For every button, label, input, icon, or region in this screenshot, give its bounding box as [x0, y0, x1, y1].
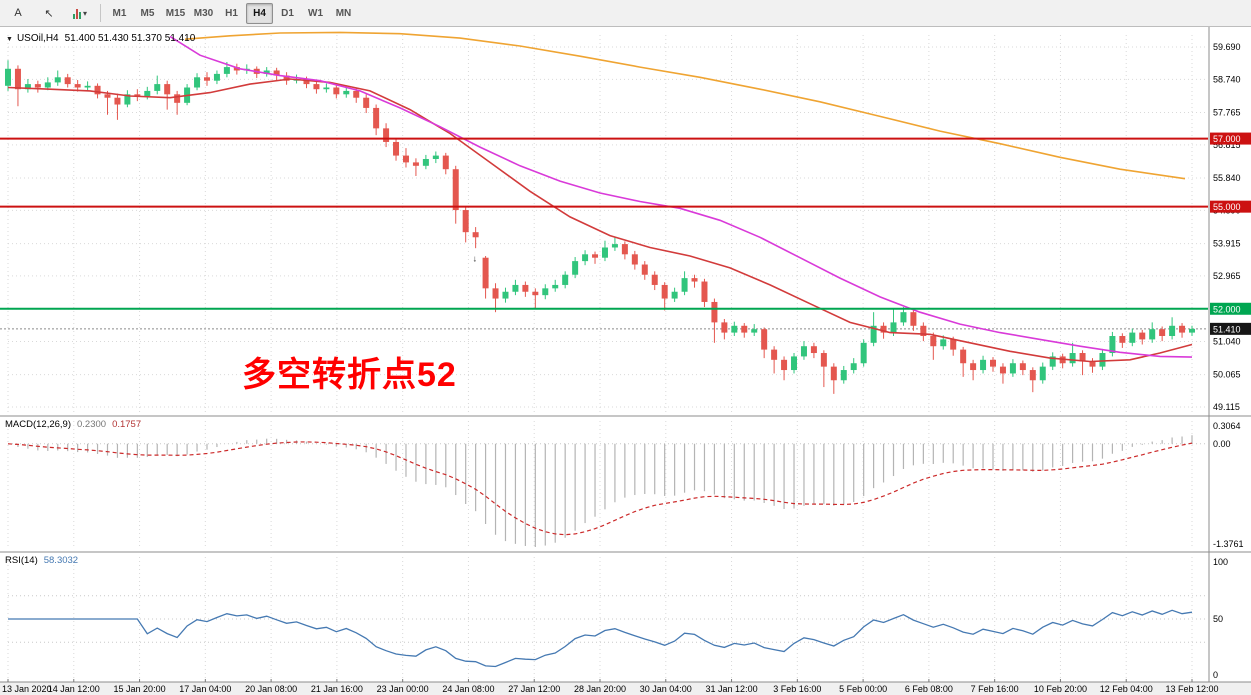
- svg-text:100: 100: [1213, 557, 1228, 567]
- macd-signal-line: [7, 441, 1193, 536]
- svg-text:23 Jan 00:00: 23 Jan 00:00: [377, 684, 429, 694]
- timeframe-button-m1[interactable]: M1: [106, 3, 133, 24]
- svg-text:51.040: 51.040: [1213, 336, 1241, 346]
- rsi-header: RSI(14) 58.3032: [5, 555, 78, 566]
- svg-text:52.000: 52.000: [1213, 304, 1241, 314]
- svg-text:51.410: 51.410: [1213, 324, 1241, 334]
- svg-text:55.840: 55.840: [1213, 173, 1241, 183]
- annotation-tool-button[interactable]: A: [3, 2, 33, 24]
- chevron-down-icon: ▾: [82, 8, 87, 18]
- toolbar-separator: [100, 4, 101, 22]
- svg-text:58.740: 58.740: [1213, 74, 1241, 84]
- symbol-header: ▼ USOil,H4 51.400 51.430 51.370 51.410: [6, 33, 195, 44]
- toolbar: A ↖ ▾ M1 M5 M15 M30 H1 H4 D1 W1 MN: [0, 0, 1251, 27]
- macd-label: MACD(12,26,9): [5, 419, 71, 430]
- svg-text:30 Jan 04:00: 30 Jan 04:00: [640, 684, 692, 694]
- svg-text:0.00: 0.00: [1213, 439, 1231, 449]
- svg-text:7 Feb 16:00: 7 Feb 16:00: [971, 684, 1019, 694]
- svg-text:0.3064: 0.3064: [1213, 421, 1241, 431]
- price-label-52.000: [1210, 302, 1251, 315]
- svg-text:14 Jan 12:00: 14 Jan 12:00: [48, 684, 100, 694]
- svg-text:3 Feb 16:00: 3 Feb 16:00: [773, 684, 821, 694]
- price-label-51.410: [1210, 322, 1251, 335]
- gridlines: [7, 35, 1208, 679]
- candles: [5, 60, 1195, 394]
- svg-text:17 Jan 04:00: 17 Jan 04:00: [179, 684, 231, 694]
- macd-header: MACD(12,26,9) 0.2300 0.1757: [5, 419, 141, 430]
- svg-text:55.000: 55.000: [1213, 202, 1241, 212]
- svg-text:-1.3761: -1.3761: [1213, 539, 1244, 549]
- timeframe-label: M5: [140, 7, 155, 19]
- annotation-tool-label: A: [14, 7, 22, 19]
- svg-text:59.690: 59.690: [1213, 42, 1241, 52]
- chart-region: ↓59.69058.74057.76556.81555.84054.89053.…: [0, 27, 1251, 695]
- timeframe-button-m15[interactable]: M15: [162, 3, 189, 24]
- timeframe-label: H1: [225, 7, 238, 19]
- timeframe-label: M1: [112, 7, 127, 19]
- svg-text:13 Jan 2020: 13 Jan 2020: [2, 684, 52, 694]
- rsi-value: 58.3032: [43, 555, 79, 566]
- down-arrow-marker: ↓: [473, 254, 478, 264]
- collapse-icon[interactable]: ▼: [6, 36, 13, 43]
- indicator-bars-icon: [72, 8, 81, 19]
- svg-text:50.065: 50.065: [1213, 370, 1241, 380]
- svg-text:6 Feb 08:00: 6 Feb 08:00: [905, 684, 953, 694]
- timeframe-label: MN: [335, 7, 352, 19]
- ma-slow-orange[interactable]: [184, 31, 1186, 180]
- svg-text:10 Feb 20:00: 10 Feb 20:00: [1034, 684, 1087, 694]
- svg-text:5 Feb 00:00: 5 Feb 00:00: [839, 684, 887, 694]
- svg-text:56.815: 56.815: [1213, 140, 1241, 150]
- svg-text:49.115: 49.115: [1213, 402, 1240, 412]
- timeframe-button-w1[interactable]: W1: [302, 3, 329, 24]
- chart-text-annotation[interactable]: 多空转折点52: [242, 356, 457, 394]
- timeframe-label: M15: [165, 7, 186, 19]
- chart-canvas[interactable]: ↓59.69058.74057.76556.81555.84054.89053.…: [0, 27, 1251, 695]
- svg-text:27 Jan 12:00: 27 Jan 12:00: [508, 684, 560, 694]
- cursor-tool-button[interactable]: ↖: [34, 2, 64, 24]
- svg-text:15 Jan 20:00: 15 Jan 20:00: [114, 684, 166, 694]
- svg-text:0: 0: [1213, 670, 1218, 680]
- svg-text:52.965: 52.965: [1213, 271, 1241, 281]
- macd-main-value: 0.2300: [77, 419, 107, 430]
- price-label-57.000: [1210, 132, 1251, 145]
- symbol-ohlc-values: 51.400 51.430 51.370 51.410: [64, 33, 196, 44]
- svg-text:50: 50: [1213, 614, 1223, 624]
- timeframe-button-d1[interactable]: D1: [274, 3, 301, 24]
- svg-text:21 Jan 16:00: 21 Jan 16:00: [311, 684, 363, 694]
- svg-text:31 Jan 12:00: 31 Jan 12:00: [706, 684, 758, 694]
- macd-signal-value: 0.1757: [112, 419, 142, 430]
- timeframe-button-m30[interactable]: M30: [190, 3, 217, 24]
- timeframe-button-mn[interactable]: MN: [330, 3, 357, 24]
- svg-text:53.915: 53.915: [1213, 239, 1241, 249]
- ma-medium-magenta[interactable]: [169, 35, 1193, 358]
- timeframe-button-h4[interactable]: H4: [246, 2, 273, 24]
- time-axis[interactable]: [0, 682, 1251, 695]
- svg-text:20 Jan 08:00: 20 Jan 08:00: [245, 684, 297, 694]
- rsi-line: [8, 609, 1193, 668]
- rsi-label: RSI(14): [5, 555, 38, 566]
- timeframe-button-m5[interactable]: M5: [134, 3, 161, 24]
- symbol-title: USOil,H4: [16, 33, 59, 44]
- macd-histogram: [17, 435, 1193, 547]
- svg-text:24 Jan 08:00: 24 Jan 08:00: [442, 684, 494, 694]
- ma-fast-red[interactable]: [7, 78, 1193, 363]
- svg-text:28 Jan 20:00: 28 Jan 20:00: [574, 684, 626, 694]
- price-label-55.000: [1210, 200, 1251, 213]
- svg-text:57.000: 57.000: [1213, 134, 1241, 144]
- timeframe-label: M30: [193, 7, 214, 19]
- indicators-dropdown-button[interactable]: ▾: [65, 2, 95, 24]
- svg-text:57.765: 57.765: [1213, 108, 1241, 118]
- timeframe-button-h1[interactable]: H1: [218, 3, 245, 24]
- svg-text:12 Feb 04:00: 12 Feb 04:00: [1100, 684, 1153, 694]
- svg-text:13 Feb 12:00: 13 Feb 12:00: [1165, 684, 1218, 694]
- timeframe-label: W1: [308, 7, 323, 19]
- timeframe-label: H4: [253, 7, 266, 19]
- timeframe-label: D1: [281, 7, 294, 19]
- cursor-icon: ↖: [44, 7, 54, 20]
